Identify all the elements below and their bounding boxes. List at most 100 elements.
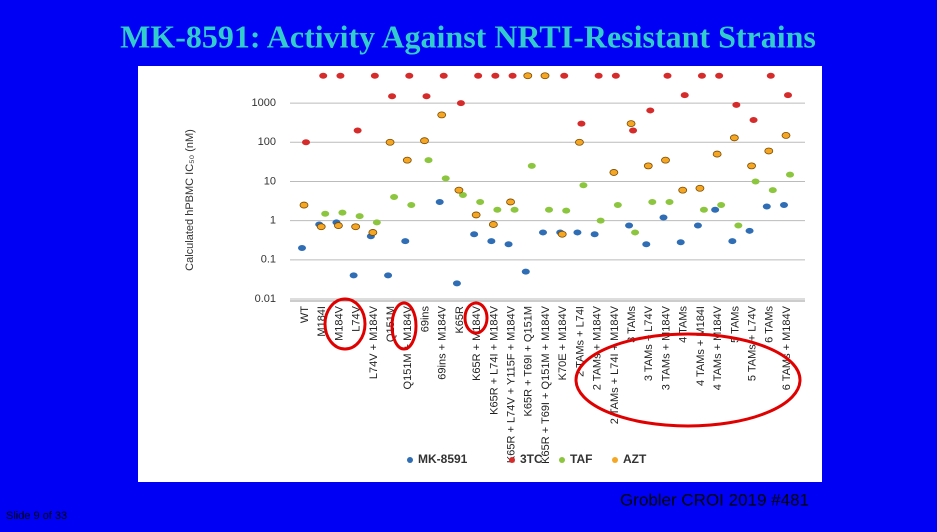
data-point: [405, 72, 414, 79]
data-point: [643, 162, 653, 170]
data-point: [745, 227, 754, 234]
data-point: [766, 72, 775, 79]
data-point: [424, 157, 433, 164]
data-point: [471, 211, 481, 219]
data-point: [642, 241, 651, 248]
data-point: [420, 137, 429, 145]
data-point: [747, 162, 756, 170]
legend-swatch: [509, 457, 515, 463]
data-point: [613, 202, 622, 209]
data-point: [540, 72, 550, 80]
x-tick-label: 2 TAMs + L74I: [574, 306, 586, 377]
legend-swatch: [559, 457, 565, 463]
data-point: [476, 198, 485, 205]
data-point: [764, 147, 774, 155]
x-tick-label: 6 TAMs + M184V: [781, 305, 793, 390]
data-point: [385, 138, 395, 146]
data-point: [506, 198, 515, 206]
data-point: [422, 93, 431, 100]
data-point: [523, 72, 533, 80]
x-tick-label: 5 TAMs: [729, 306, 741, 343]
data-point: [437, 111, 447, 119]
data-point: [780, 202, 788, 209]
data-point: [338, 209, 347, 216]
y-axis-label: Calculated hPBMC IC₅₀ (nM): [184, 129, 196, 271]
data-point: [661, 156, 670, 164]
data-point: [402, 156, 412, 164]
data-point: [678, 186, 688, 194]
data-point: [302, 139, 310, 146]
data-point: [452, 280, 461, 287]
highlight-ellipse: [323, 297, 367, 351]
x-tick-label: L74V + M184V: [368, 305, 380, 379]
chart-panel: [138, 66, 822, 482]
data-point: [521, 268, 530, 275]
data-point: [488, 221, 498, 228]
y-tick-label: 1: [270, 215, 276, 227]
data-point: [470, 231, 479, 238]
data-point: [781, 131, 791, 139]
data-point: [435, 198, 444, 205]
data-point: [458, 192, 467, 199]
legend-label: AZT: [623, 452, 647, 466]
data-point: [560, 72, 569, 79]
data-point: [504, 241, 513, 248]
data-point: [321, 210, 330, 217]
x-tick-label: 2 TAMs + M184V: [592, 305, 604, 390]
x-tick-label: 3 TAMs + L74V: [643, 305, 655, 381]
data-point: [401, 238, 410, 245]
data-point: [729, 134, 739, 142]
highlight-ellipse: [390, 301, 418, 351]
y-tick-label: 0.1: [261, 254, 276, 266]
data-point: [626, 120, 636, 127]
x-tick-label: WT: [299, 306, 311, 323]
data-point: [697, 72, 706, 79]
y-tick-label: 10: [264, 175, 276, 187]
data-point: [596, 217, 605, 224]
data-point: [372, 219, 381, 226]
data-point: [749, 117, 758, 124]
x-tick-label: 2 TAMs + L74I + M184V: [609, 305, 621, 424]
data-point: [676, 239, 685, 246]
data-point: [456, 100, 465, 107]
citation: Grobler CROI 2019 #481: [620, 490, 809, 509]
data-point: [384, 272, 393, 279]
data-point: [693, 222, 702, 229]
x-tick-label: M184V: [333, 305, 345, 341]
data-point: [784, 92, 792, 99]
data-point: [299, 201, 309, 209]
legend-label: TAF: [570, 452, 592, 466]
slide-title: MK-8591: Activity Against NRTI-Resistant…: [120, 18, 816, 54]
x-tick-label: 3 TAMs: [626, 306, 638, 343]
data-point: [695, 184, 705, 192]
x-tick-label: K65R + M184V: [471, 305, 483, 381]
data-point: [388, 93, 397, 100]
x-tick-label: 4 TAMs + M184V: [712, 305, 724, 390]
data-point: [474, 72, 483, 79]
x-tick-label: 69ins: [419, 306, 431, 333]
data-point: [487, 238, 496, 245]
x-tick-label: K65R: [454, 306, 466, 334]
legend-label: MK-8591: [418, 452, 468, 466]
data-point: [629, 127, 638, 134]
x-tick-label: K65R + L74I + M184V: [488, 305, 500, 415]
data-point: [407, 202, 416, 209]
data-point: [510, 206, 519, 213]
y-tick-label: 100: [258, 136, 276, 148]
data-point: [577, 120, 586, 127]
data-point: [579, 182, 588, 189]
x-tick-label: K65R + T69I + Q151M + M184V: [540, 305, 552, 464]
data-point: [334, 222, 343, 229]
data-point: [353, 127, 362, 134]
data-point: [316, 223, 326, 231]
data-point: [751, 178, 760, 185]
data-point: [648, 198, 657, 205]
x-tick-label: L74V: [351, 305, 363, 331]
data-point: [573, 229, 582, 236]
x-tick-label: 4 TAMs + M184I: [695, 306, 707, 386]
annotations: [323, 297, 802, 428]
data-point: [609, 169, 619, 176]
data-point: [539, 229, 547, 236]
data-point: [611, 72, 620, 79]
